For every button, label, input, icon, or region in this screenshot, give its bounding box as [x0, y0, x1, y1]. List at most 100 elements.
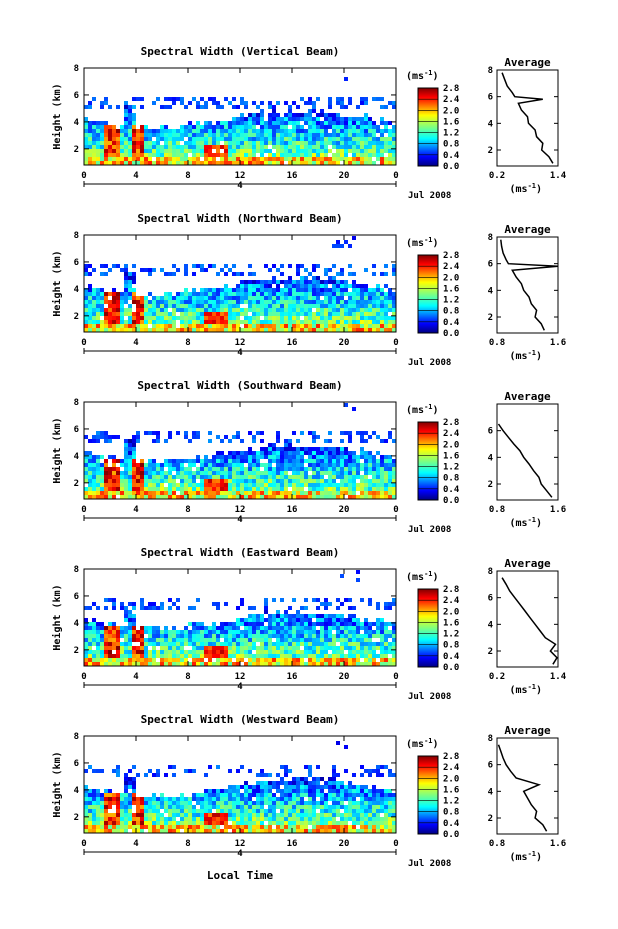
heatmap-cell [280, 801, 284, 805]
heatmap-cell [276, 149, 280, 153]
heatmap-cell [328, 308, 332, 312]
heatmap-cell [216, 634, 220, 638]
heatmap-cell [324, 781, 328, 785]
heatmap-cell [152, 797, 156, 801]
heatmap-cell [324, 320, 328, 324]
heatmap-cell [144, 630, 148, 634]
heatmap-cell [324, 161, 328, 165]
heatmap-cell [392, 296, 396, 300]
heatmap-cell [112, 602, 116, 606]
heatmap-cell [136, 320, 140, 324]
heatmap-cell [256, 280, 260, 284]
heatmap-cell [140, 161, 144, 165]
heatmap-cell [168, 300, 172, 304]
heatmap-cell [284, 618, 288, 622]
heatmap-cell [132, 614, 136, 618]
heatmap-cell [216, 328, 220, 332]
heatmap-cell [320, 789, 324, 793]
heatmap-cell [244, 618, 248, 622]
heatmap-cell [296, 117, 300, 121]
heatmap-cell [164, 97, 168, 101]
heatmap-cell [156, 630, 160, 634]
heatmap-cell [308, 813, 312, 817]
heatmap-cell [280, 149, 284, 153]
heatmap-cell [116, 483, 120, 487]
heatmap-cell [188, 320, 192, 324]
heatmap-cell [112, 467, 116, 471]
heatmap-cell [208, 646, 212, 650]
heatmap-cell [116, 634, 120, 638]
heatmap-cell [252, 793, 256, 797]
heatmap-cell [168, 829, 172, 833]
heatmap-cell [348, 439, 352, 443]
heatmap-cell [220, 801, 224, 805]
heatmap-cell [220, 300, 224, 304]
heatmap-cell [280, 622, 284, 626]
heatmap-cell [232, 467, 236, 471]
heatmap-cell [144, 431, 148, 435]
heatmap-cell [248, 805, 252, 809]
heatmap-cell [216, 129, 220, 133]
heatmap-cell [228, 141, 232, 145]
heatmap-cell [360, 467, 364, 471]
heatmap-cell [124, 288, 128, 292]
heatmap-cell [96, 638, 100, 642]
heatmap-cell [88, 606, 92, 610]
heatmap-cell [328, 280, 332, 284]
heatmap-cell [324, 328, 328, 332]
heatmap-cell [368, 316, 372, 320]
heatmap-cell [328, 634, 332, 638]
heatmap-cell [340, 447, 344, 451]
heatmap-cell [104, 598, 108, 602]
heatmap-cell [196, 662, 200, 666]
heatmap-cell [184, 467, 188, 471]
heatmap-cell [384, 467, 388, 471]
heatmap-cell [356, 296, 360, 300]
heatmap-cell [308, 145, 312, 149]
heatmap-cell [148, 328, 152, 332]
heatmap-cell [204, 149, 208, 153]
heatmap-cell [368, 646, 372, 650]
heatmap-cell [248, 292, 252, 296]
heatmap-cell [388, 292, 392, 296]
heatmap-cell [312, 101, 316, 105]
heatmap-cell [108, 630, 112, 634]
heatmap-cell [256, 141, 260, 145]
heatmap-cell [184, 133, 188, 137]
heatmap-cell [208, 149, 212, 153]
heatmap-cell [300, 642, 304, 646]
heatmap-cell [276, 117, 280, 121]
heatmap-cell [132, 105, 136, 109]
heatmap-cell [208, 157, 212, 161]
heatmap-cell [276, 292, 280, 296]
heatmap-cell [300, 825, 304, 829]
heatmap-cell [368, 133, 372, 137]
heatmap-cell [212, 308, 216, 312]
heatmap-cell [232, 483, 236, 487]
heatmap-cell [328, 268, 332, 272]
date-label: Jul 2008 [408, 191, 451, 201]
heatmap-cell [164, 308, 168, 312]
heatmap-cell [184, 292, 188, 296]
heatmap-cell [252, 324, 256, 328]
heatmap-cell [256, 475, 260, 479]
heatmap-cell [356, 658, 360, 662]
heatmap-cell [92, 487, 96, 491]
heatmap-cell [348, 479, 352, 483]
heatmap-cell [232, 153, 236, 157]
heatmap-cell [232, 435, 236, 439]
heatmap-cell [228, 316, 232, 320]
heatmap-cell [292, 308, 296, 312]
heatmap-cell [236, 145, 240, 149]
heatmap-cell [292, 491, 296, 495]
heatmap-cell [376, 137, 380, 141]
heatmap-cell [172, 626, 176, 630]
heatmap-cell [276, 471, 280, 475]
heatmap-cell [328, 125, 332, 129]
heatmap-cell [352, 161, 356, 165]
heatmap-cell [136, 487, 140, 491]
heatmap-cell [356, 129, 360, 133]
heatmap-cell [252, 813, 256, 817]
heatmap-cell [372, 308, 376, 312]
heatmap-cell [196, 129, 200, 133]
